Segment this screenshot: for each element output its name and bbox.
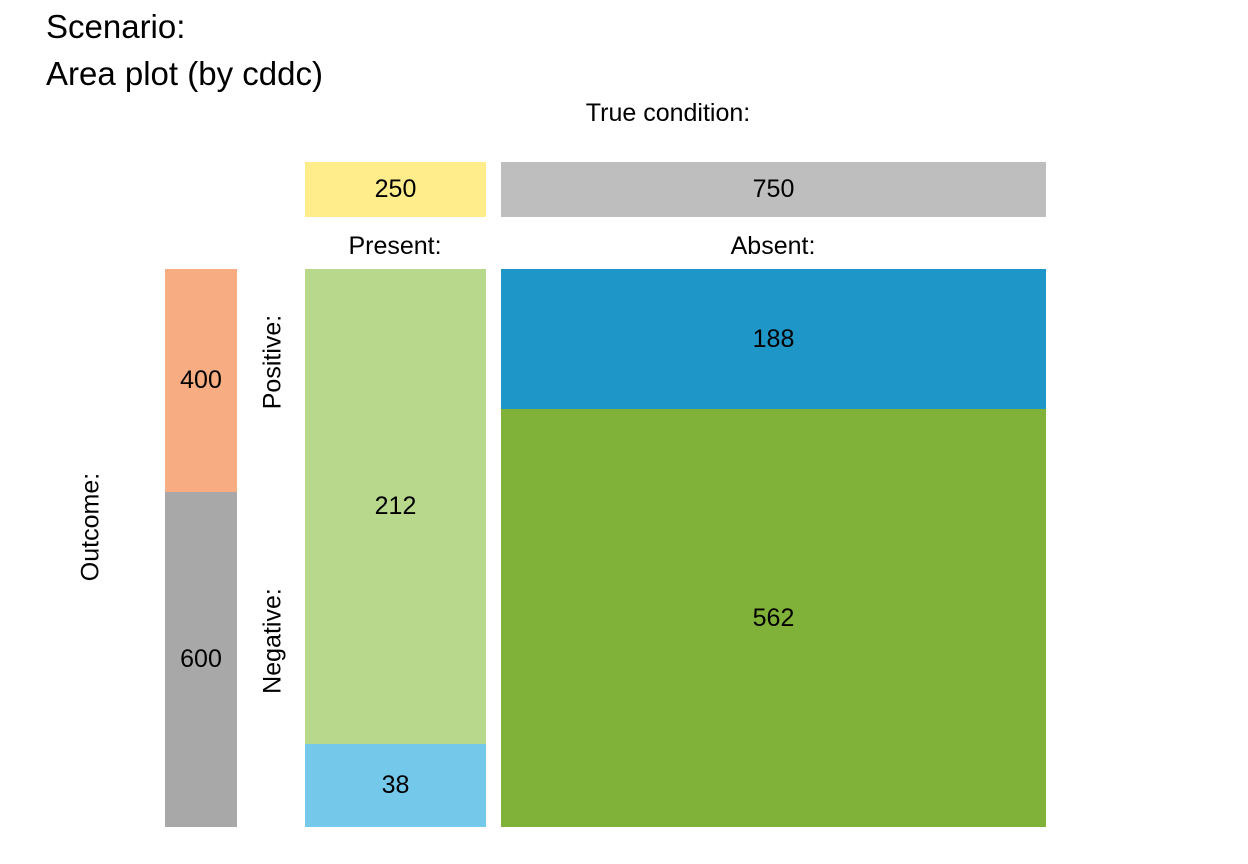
positive-total-value: 400: [180, 366, 222, 394]
mi-cell: 38: [305, 744, 486, 827]
hi-cell: 212: [305, 269, 486, 744]
chart-title-line2: Area plot (by cddc): [46, 55, 323, 92]
absent-total-value: 750: [752, 175, 795, 203]
negative-total-bar: 600: [165, 492, 237, 827]
positive-total-bar: 400: [165, 269, 237, 492]
negative-total-value: 600: [180, 645, 222, 673]
hi-value: 212: [374, 492, 417, 520]
absent-label: Absent:: [730, 232, 816, 260]
absent-total-bar: 750: [501, 162, 1046, 217]
present-total-value: 250: [374, 175, 417, 203]
true-condition-label: True condition:: [585, 99, 751, 127]
fa-cell: 188: [501, 269, 1046, 409]
present-label: Present:: [348, 232, 442, 260]
mi-value: 38: [381, 771, 410, 799]
cr-value: 562: [752, 603, 795, 632]
chart-title-line1: Scenario:: [46, 8, 186, 45]
outcome-label: Outcome:: [76, 472, 105, 582]
cr-cell: 562: [501, 409, 1046, 827]
present-total-bar: 250: [305, 162, 486, 217]
positive-label: Positive:: [258, 314, 287, 410]
negative-label: Negative:: [258, 588, 287, 694]
fa-value: 188: [752, 324, 795, 353]
